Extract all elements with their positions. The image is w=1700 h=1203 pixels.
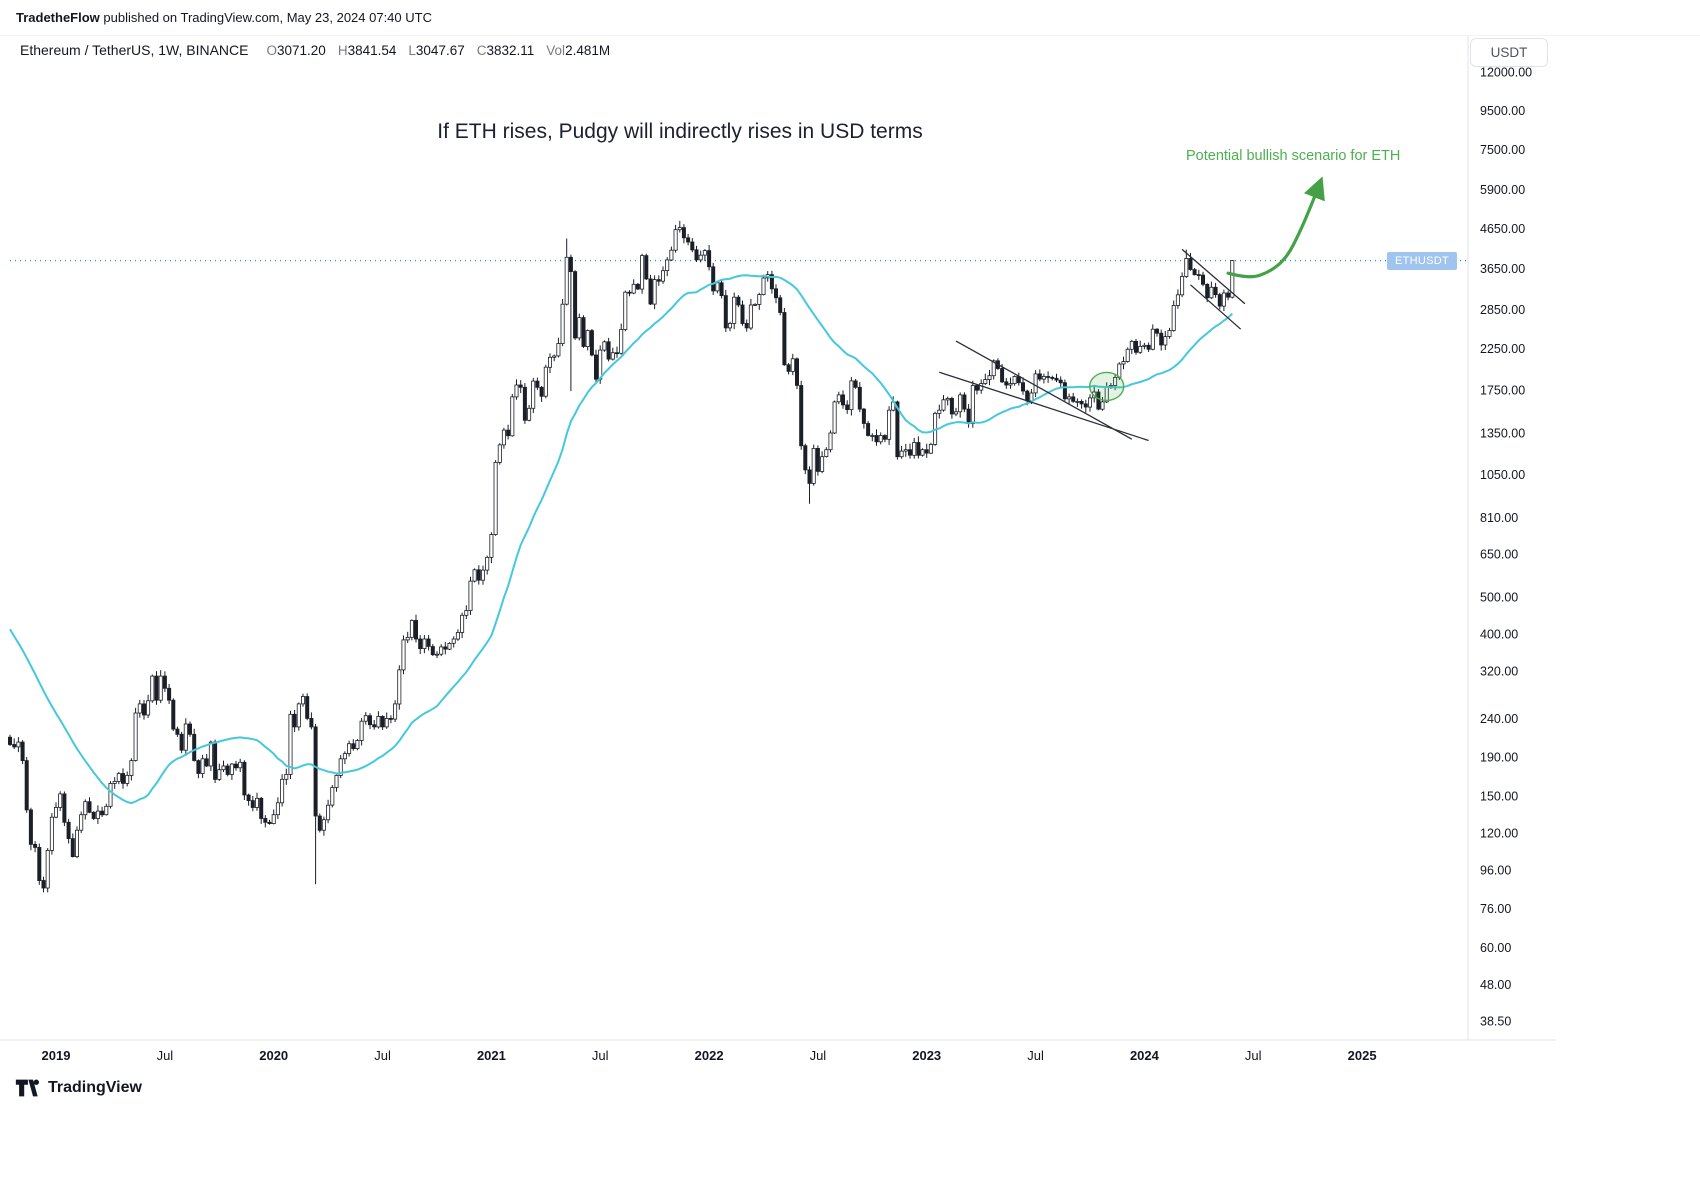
svg-text:5900.00: 5900.00 [1480,183,1525,197]
svg-text:3650.00: 3650.00 [1480,262,1525,276]
symbol-title[interactable]: Ethereum / TetherUS, 1W, BINANCE [20,42,249,58]
chart-drawings[interactable] [939,176,1325,442]
volume-value: 2.481M [565,43,611,58]
tradingview-brand-text: TradingView [48,1079,142,1096]
ohlc-open-key: O [266,43,278,58]
volume-readout: Vol2.481M [546,43,610,58]
trendline[interactable] [955,340,1133,440]
bullish-scenario-label[interactable]: Potential bullish scenario for ETH [1186,148,1401,164]
time-axis[interactable]: 2019 Jul 2020 Jul 2021 Jul 2022 Jul 2023 Jul 2024 J… [0,1039,1556,1063]
svg-text:96.00: 96.00 [1480,863,1511,877]
ohlc-low: L3047.67 [408,43,464,58]
svg-text:2025: 2025 [1348,1048,1377,1063]
ohlc-open: O3071.20 [267,43,326,58]
svg-text:Jul: Jul [374,1048,391,1063]
svg-text:Jul: Jul [1245,1048,1262,1063]
svg-text:500.00: 500.00 [1480,591,1518,605]
svg-text:650.00: 650.00 [1480,547,1518,561]
chart-title-annotation[interactable]: If ETH rises, Pudgy will indirectly rise… [437,120,923,143]
svg-text:2250.00: 2250.00 [1480,342,1525,356]
svg-text:38.50: 38.50 [1480,1014,1511,1028]
trendline[interactable] [1190,284,1242,330]
currency-toggle-button[interactable]: USDT [1470,38,1548,67]
ohlc-close-value: 3832.11 [486,43,535,58]
svg-text:400.00: 400.00 [1480,628,1518,642]
ohlc-high-key: H [337,43,348,58]
tradingview-watermark[interactable]: TradingView [14,1075,142,1101]
svg-text:76.00: 76.00 [1480,902,1511,916]
svg-text:2020: 2020 [259,1048,288,1063]
ohlc-open-value: 3071.20 [277,43,326,58]
svg-text:Jul: Jul [592,1048,609,1063]
svg-text:810.00: 810.00 [1480,511,1518,525]
attribution-author: TradetheFlow [16,10,100,25]
svg-text:9500.00: 9500.00 [1480,104,1525,118]
ohlc-close: C3832.11 [477,43,535,58]
svg-text:150.00: 150.00 [1480,790,1518,804]
svg-text:48.00: 48.00 [1480,978,1511,992]
svg-text:7500.00: 7500.00 [1480,143,1525,157]
svg-text:2021: 2021 [477,1048,506,1063]
svg-text:190.00: 190.00 [1480,751,1518,765]
bullish-arrow[interactable] [1226,176,1325,279]
svg-text:320.00: 320.00 [1480,664,1518,678]
attribution-bar: TradetheFlow published on TradingView.co… [0,0,1700,36]
svg-text:4650.00: 4650.00 [1480,222,1525,236]
ohlc-high-value: 3841.54 [347,43,397,58]
moving-average-line[interactable] [9,274,1233,805]
ohlc-high: H3841.54 [338,43,397,58]
svg-text:Jul: Jul [157,1048,174,1063]
attribution-text: published on TradingView.com, May 23, 20… [99,10,432,25]
chart-header: Ethereum / TetherUS, 1W, BINANCE O3071.2… [20,42,610,58]
svg-text:1050.00: 1050.00 [1480,468,1525,482]
ohlc-low-key: L [408,43,416,58]
svg-text:2850.00: 2850.00 [1480,303,1525,317]
tradingview-logo-icon [15,1079,39,1097]
svg-text:Jul: Jul [1027,1048,1044,1063]
svg-text:2023: 2023 [912,1048,941,1063]
ohlc-close-key: C [476,43,487,58]
price-axis[interactable]: 12000.00 9500.00 7500.00 5900.00 4650.00 3650… [1467,36,1532,1040]
svg-text:2024: 2024 [1130,1048,1160,1063]
candlestick-series[interactable] [7,220,1235,893]
trendline[interactable] [939,371,1149,442]
svg-text:120.00: 120.00 [1480,827,1518,841]
svg-text:Jul: Jul [810,1048,827,1063]
svg-text:240.00: 240.00 [1480,712,1518,726]
svg-text:60.00: 60.00 [1480,941,1511,955]
svg-text:2019: 2019 [42,1048,71,1063]
svg-text:1750.00: 1750.00 [1480,384,1525,398]
symbol-price-flag: ETHUSDT [1387,252,1458,270]
trendline[interactable] [1181,248,1246,305]
breakout-circle[interactable] [1088,371,1125,402]
svg-text:12000.00: 12000.00 [1480,66,1532,80]
volume-key: Vol [546,43,566,58]
ohlc-low-value: 3047.67 [415,43,465,58]
svg-text:2022: 2022 [695,1048,724,1063]
svg-text:1350.00: 1350.00 [1480,427,1525,441]
